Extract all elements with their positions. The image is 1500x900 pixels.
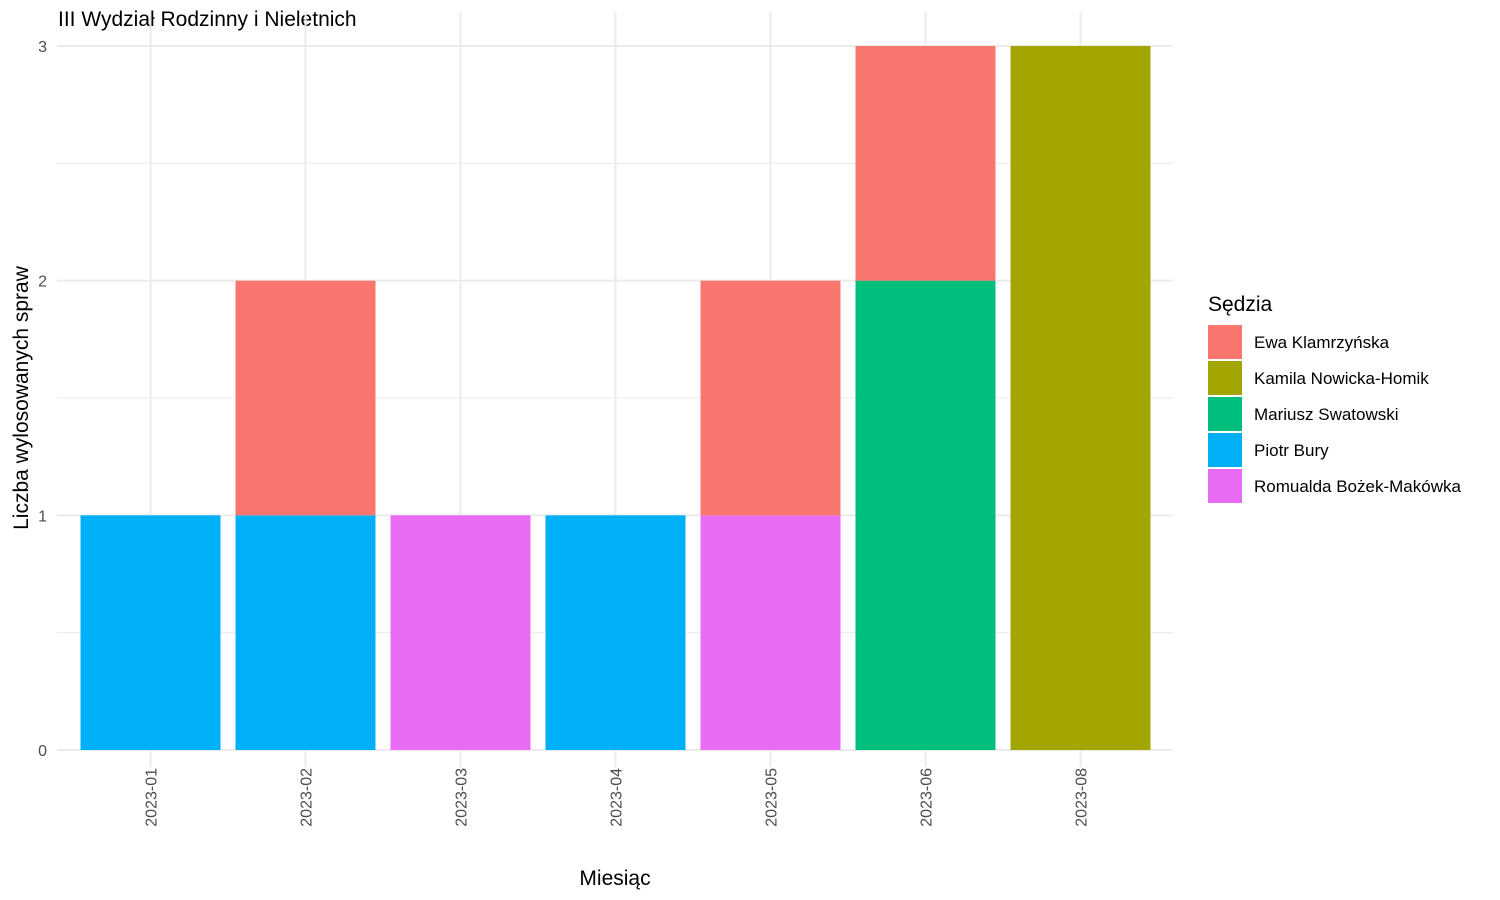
x-tick-label: 2023-02 [299,768,316,827]
x-tick-label: 2023-01 [144,768,161,827]
bar-segment [700,515,841,750]
x-tick-label: 2023-03 [454,768,471,827]
y-axis-ticks: 0 1 2 3 [38,39,47,760]
x-tick-label: 2023-06 [919,768,936,827]
y-tick-label: 3 [38,39,47,56]
bar-segment [235,515,376,750]
legend-label: Ewa Klamrzyńska [1254,333,1390,352]
y-axis-title: Liczba wylosowanych spraw [10,265,33,530]
legend-key [1208,433,1242,467]
legend-label: Kamila Nowicka-Homik [1254,369,1429,388]
bar-segment [855,46,996,281]
x-axis-ticks: 2023-01 2023-02 2023-03 2023-04 2023-05 2023-… [144,768,1091,827]
x-tick-label: 2023-04 [609,768,626,827]
bars [80,46,1151,750]
legend: Sędzia Ewa Klamrzyńska Kamila Nowicka-Hom… [1208,293,1461,503]
legend-label: Romualda Bożek-Makówka [1254,477,1461,496]
legend-key [1208,397,1242,431]
y-tick-label: 1 [38,508,47,525]
x-axis-title: Miesiąc [579,867,650,890]
legend-title: Sędzia [1208,293,1273,316]
y-tick-label: 0 [38,743,47,760]
bar-segment [700,280,841,516]
legend-label: Piotr Bury [1254,441,1329,460]
bar-segment [390,515,531,750]
x-tick-label: 2023-08 [1074,768,1091,827]
bar-segment [855,280,996,750]
chart-title: III Wydział Rodzinny i Nieletnich [58,8,357,31]
bar-segment [545,515,686,750]
legend-label: Mariusz Swatowski [1254,405,1399,424]
bar-segment [80,515,221,750]
x-tick-label: 2023-05 [764,768,781,827]
legend-key [1208,361,1242,395]
y-tick-label: 2 [38,274,47,291]
bar-segment [1010,46,1151,750]
legend-key [1208,469,1242,503]
legend-key [1208,325,1242,359]
bar-segment [235,280,376,516]
